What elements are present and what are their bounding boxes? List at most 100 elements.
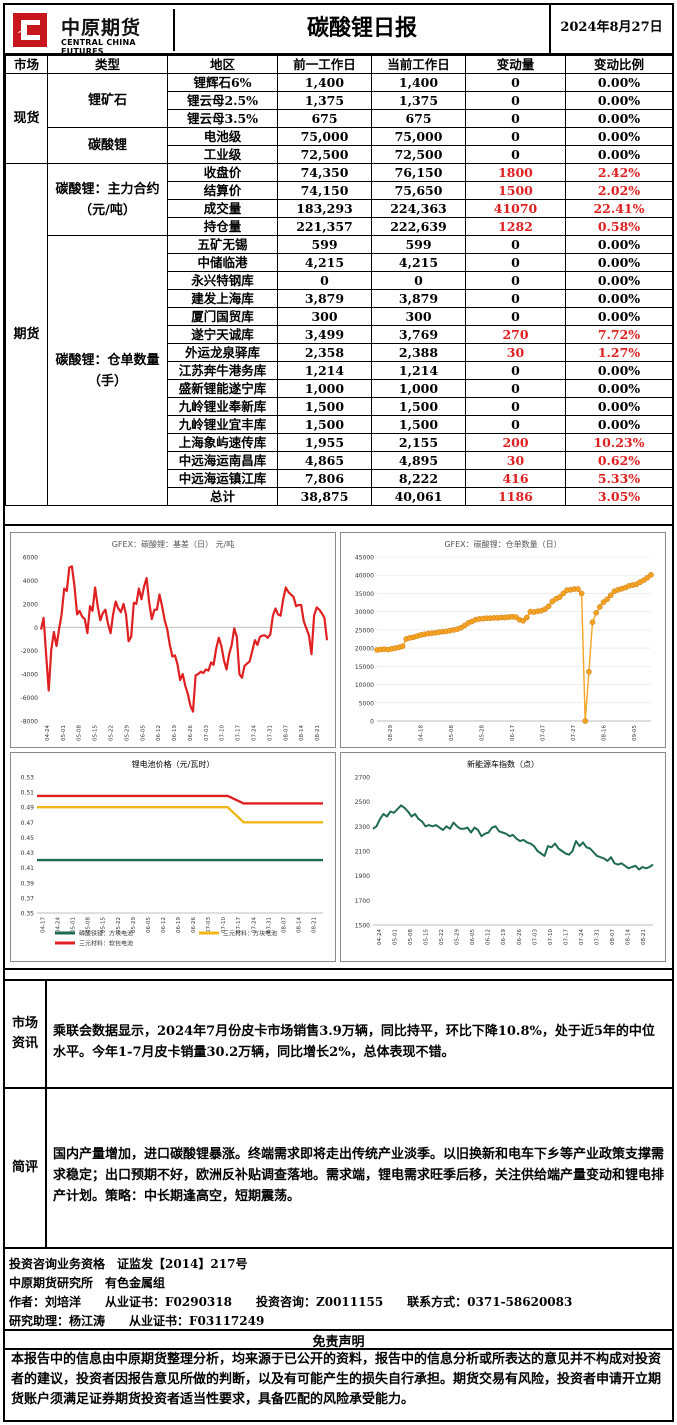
y-tick-label: 0.47 [21,820,35,827]
x-tick-label: 08-07 [610,929,616,945]
change-cell: 0 [465,307,566,326]
region-cell: 永兴特钢库 [167,271,278,290]
y-tick-label: 4000 [23,578,38,585]
table-row: 中储临港 4,215 4,215 0 0.00% [6,253,673,272]
prev-cell: 599 [277,235,372,254]
prev-cell: 74,150 [277,181,372,200]
x-tick-label: 06-17 [510,725,516,741]
y-tick-label: 0.45 [21,835,35,842]
change-cell: 41070 [465,199,566,218]
region-cell: 锂辉石6% [167,73,278,92]
curr-cell: 1,375 [371,91,466,110]
change-cell: 0 [465,379,566,398]
x-tick-label: 05-29 [131,917,137,933]
change-pct-cell: 0.00% [565,73,673,92]
price-table: 市场 类型 地区 前一工作日 当前工作日 变动量 变动比例 现货 锂矿石 锂辉石6% 1,400 1,… [5,55,673,506]
curr-cell: 300 [371,307,466,326]
x-tick-label: 07-03 [204,725,210,741]
y-tick-label: 0 [370,719,374,726]
comment-label: 简评 [5,1089,47,1247]
column-header: 地区 [167,55,278,74]
data-point [545,603,552,610]
curr-cell: 1,500 [371,397,466,416]
y-tick-label: 30000 [355,609,374,616]
y-tick-label: 0.35 [21,911,35,918]
series-line [37,806,323,824]
prev-cell: 300 [277,307,372,326]
y-tick-label: 40000 [355,573,374,580]
chart-title: 新能源车指数（点） [467,759,539,769]
market-info-section: 市场资讯 乘联会数据显示，2024年7月份皮卡市场销售3.9万辆，同比持平，环比… [5,979,672,1089]
legend-label: 三元材料：软包电池 [79,940,133,948]
y-tick-label: 45000 [355,555,374,562]
region-cell: 成交量 [167,199,278,218]
x-tick-label: 04-17 [41,917,47,933]
x-tick-label: 04-24 [45,725,51,741]
type-cell-carbonate: 碳酸锂 [47,127,168,164]
curr-cell: 2,155 [371,433,466,452]
prev-cell: 3,499 [277,325,372,344]
y-tick-label: 0.53 [21,775,35,782]
curr-cell: 4,895 [371,451,466,470]
x-tick-label: 05-22 [109,725,115,741]
report-date: 2024年8月27日 [560,20,663,35]
prev-cell: 72,500 [277,145,372,164]
change-pct-cell: 22.41% [565,199,673,218]
x-tick-label: 07-10 [221,917,227,933]
change-cell: 30 [465,343,566,362]
x-tick-label: 07-31 [267,725,273,741]
change-pct-cell: 0.58% [565,217,673,236]
region-cell: 江苏奔牛港务库 [167,361,278,380]
curr-cell: 4,215 [371,253,466,272]
x-tick-label: 06-19 [172,725,178,741]
table-row: 永兴特钢库 0 0 0 0.00% [6,271,673,290]
table-row: 持仓量 221,357 222,639 1282 0.58% [6,217,673,236]
y-tick-label: 10000 [355,682,374,689]
data-point [520,617,526,624]
region-cell: 五矿无锡 [167,235,278,254]
table-row: 总计 38,875 40,061 1186 3.05% [6,487,673,506]
x-tick-label: 07-27 [571,725,577,741]
x-tick-label: 08-14 [299,725,305,741]
type-cell-ore: 锂矿石 [47,73,168,128]
region-cell: 中远海运南昌库 [167,451,278,470]
battery-price-chart: 锂电池价格（元/瓦时） 0.53 0.51 0.49 0.47 0.45 0.43 0.41 0… [10,752,336,962]
y-tick-label: 15000 [355,664,374,671]
prev-cell: 675 [277,109,372,128]
comment-text: 国内产量增加，进口碳酸锂暴涨。终端需求即将走出传统产业淡季。以旧换新和电车下乡等… [53,1147,665,1204]
x-tick-label: 05-08 [77,725,83,741]
curr-cell: 2,388 [371,343,466,362]
column-header: 前一工作日 [277,55,372,74]
institute-line: 中原期货研究所 有色金属组 [9,1276,166,1290]
report-header: 中原期货 CENTRAL CHINA FUTURES 碳酸锂日报 2024年8月… [5,5,672,56]
region-cell: 上海象屿速传库 [167,433,278,452]
y-tick-label: 25000 [355,627,374,634]
y-tick-label: 20000 [355,646,374,653]
x-tick-label: 08-07 [283,725,289,741]
x-tick-label: 06-05 [140,725,146,741]
y-tick-label: -4000 [21,672,39,679]
y-tick-label: 0.41 [21,865,35,872]
table-row: 结算价 74,150 75,650 1500 2.02% [6,181,673,200]
prev-cell: 38,875 [277,487,372,506]
market-info-label: 市场资讯 [5,981,47,1087]
prev-cell: 7,806 [277,469,372,488]
y-tick-label: 0.51 [21,790,35,797]
table-row: 九岭锂业宜丰库 1,500 1,500 0 0.00% [6,415,673,434]
y-tick-label: 1900 [355,873,370,880]
series-line [37,794,323,805]
x-tick-label: 06-12 [486,929,492,945]
market-info-text: 乘联会数据显示，2024年7月份皮卡市场销售3.9万辆，同比持平，环比下降10.… [53,1024,655,1060]
basis-chart: GFEX：碳酸锂：基差（日） 元/吨 6000 4000 2000 0 -2000 -400… [10,532,336,748]
region-cell: 工业级 [167,145,278,164]
prev-cell: 4,215 [277,253,372,272]
y-tick-label: -8000 [21,719,39,726]
prev-cell: 183,293 [277,199,372,218]
curr-cell: 222,639 [371,217,466,236]
x-tick-label: 05-15 [423,929,429,945]
curr-cell: 8,222 [371,469,466,488]
logo-mark-icon [13,13,47,47]
curr-cell: 1,214 [371,361,466,380]
column-header: 变动量 [465,55,566,74]
change-pct-cell: 0.00% [565,127,673,146]
